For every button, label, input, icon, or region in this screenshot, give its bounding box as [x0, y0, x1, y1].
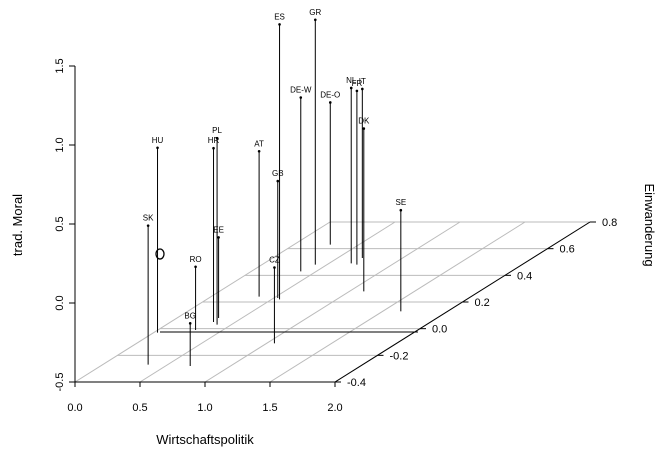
point: [328, 101, 332, 104]
point: [314, 18, 317, 22]
point: [276, 179, 280, 183]
point-label: PL: [212, 126, 222, 135]
point-label: SE: [395, 198, 406, 207]
point-label: ES: [274, 12, 285, 21]
point: [361, 87, 364, 91]
point-label: GB: [272, 169, 284, 178]
point-label: DE-W: [290, 86, 312, 95]
z-tick-label: 0.0: [54, 295, 66, 310]
x-axis-title: Wirtschaftspolitik: [156, 432, 254, 447]
point-label: CZ: [269, 255, 280, 264]
point-label: BG: [184, 311, 196, 320]
point-label: FR: [352, 79, 363, 88]
point: [146, 224, 150, 227]
axes: 0.0 0.5 1.0 1.5 2.0 -0.4 -0.2 0.0 0.2 0.4 0.6 0.8 -0…: [54, 58, 617, 414]
point: [349, 86, 353, 90]
point: [278, 23, 281, 26]
point: [399, 208, 403, 212]
z-tick-label: -0.5: [54, 373, 66, 392]
point: [194, 265, 197, 269]
floor-grid: [74, 221, 591, 383]
z-tick-label: 1.0: [54, 137, 66, 152]
point-label: RO: [190, 255, 202, 264]
point-label: HU: [152, 136, 164, 145]
point: [212, 146, 215, 150]
y-tick-label: -0.4: [347, 377, 366, 389]
point: [355, 89, 359, 93]
x-tick-label: 0.5: [132, 402, 147, 414]
x-tick-label: 2.0: [327, 402, 342, 414]
point-label: EE: [213, 225, 224, 234]
point-label: IT: [359, 77, 366, 86]
y-tick-label: 0.8: [602, 217, 617, 229]
y-tick-label: -0.2: [390, 350, 409, 362]
z-axis-title: trad. Moral: [10, 194, 25, 256]
point: [156, 146, 159, 150]
y-tick-label: 0.0: [432, 324, 447, 336]
marker: [155, 248, 165, 260]
point-label: NL: [346, 76, 357, 85]
point-label: AT: [254, 139, 264, 148]
point: [299, 96, 303, 99]
y-tick-label: 0.4: [517, 270, 532, 282]
point-label: DK: [358, 117, 370, 126]
point: [362, 127, 366, 130]
point-label: GR: [309, 8, 321, 17]
point-label: SK: [143, 214, 154, 223]
point: [215, 136, 219, 140]
point: [188, 322, 192, 325]
x-tick-label: 1.5: [262, 402, 277, 414]
point-label: DE-O: [320, 90, 340, 99]
point-label: HR: [208, 136, 220, 145]
point: [257, 150, 261, 153]
x-tick-label: 0.0: [67, 402, 82, 414]
y-tick-label: 0.2: [475, 297, 490, 309]
z-tick-label: 0.5: [54, 216, 66, 231]
x-tick-label: 1.0: [197, 402, 212, 414]
point: [217, 236, 220, 239]
point: [273, 266, 276, 269]
y-axis-title: Einwanderung: [642, 183, 657, 266]
z-tick-label: 1.5: [54, 58, 66, 73]
y-tick-label: 0.6: [560, 244, 575, 256]
